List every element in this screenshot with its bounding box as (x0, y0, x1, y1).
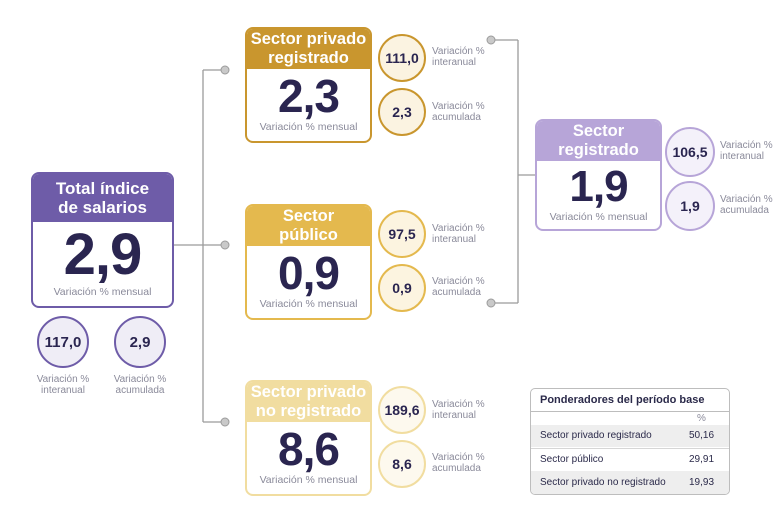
weights-unit: % (697, 413, 706, 424)
connector-dot (220, 65, 230, 75)
total-index-title-line2: de salarios (58, 198, 147, 217)
registered-sector-header: Sector registrado (537, 121, 660, 161)
private-unregistered-interanual-label: Variación % interanual (432, 399, 485, 421)
registered-sector-box: Sector registrado 1,9 Variación % mensua… (535, 119, 662, 231)
registered-sector-acumulada-label: Variación % acumulada (720, 194, 773, 216)
weights-panel: Ponderadores del período base % Sector p… (530, 388, 730, 495)
connector-dot (486, 35, 496, 45)
connector-dot (486, 298, 496, 308)
private-unregistered-value: 8,6 (278, 423, 340, 475)
private-registered-interanual-circle: 111,0 (378, 34, 426, 82)
total-acumulada-circle: 2,9 (114, 316, 166, 368)
private-unregistered-caption: Variación % mensual (259, 474, 358, 486)
registered-sector-interanual-label: Variación % interanual (720, 140, 773, 162)
weights-row: Sector privado registrado 50,16 (531, 425, 729, 447)
public-sector-acumulada-circle: 0,9 (378, 264, 426, 312)
weights-row-name: Sector público (540, 454, 604, 465)
total-index-header: Total índice de salarios (33, 174, 172, 222)
weights-title: Ponderadores del período base (531, 389, 729, 412)
registered-sector-acumulada-circle: 1,9 (665, 181, 715, 231)
weights-row-name: Sector privado no registrado (540, 477, 666, 488)
weights-row-value: 19,93 (689, 477, 715, 488)
total-index-title-line1: Total índice (55, 179, 150, 198)
connector-dot (220, 417, 230, 427)
public-sector-box: Sector público 0,9 Variación % mensual (245, 204, 372, 320)
private-registered-interanual-label: Variación % interanual (432, 46, 485, 68)
private-registered-box: Sector privado registrado 2,3 Variación … (245, 27, 372, 143)
public-sector-interanual-circle: 97,5 (378, 210, 426, 258)
total-interanual-label: Variación % interanual (36, 374, 90, 396)
private-unregistered-interanual-circle: 189,6 (378, 386, 426, 434)
registered-sector-interanual-circle: 106,5 (665, 127, 715, 177)
public-sector-acumulada-label: Variación % acumulada (432, 276, 485, 298)
weights-row-name: Sector privado registrado (540, 430, 652, 441)
total-index-value: 2,9 (63, 222, 143, 287)
connector-dot (220, 240, 230, 250)
private-unregistered-acumulada-label: Variación % acumulada (432, 452, 485, 474)
registered-sector-value: 1,9 (569, 162, 628, 211)
total-index-caption: Variación % mensual (53, 286, 152, 298)
public-sector-value: 0,9 (278, 247, 340, 299)
total-acumulada-label: Variación % acumulada (113, 374, 167, 396)
total-interanual-circle: 117,0 (37, 316, 89, 368)
public-sector-interanual-label: Variación % interanual (432, 223, 485, 245)
total-index-box: Total índice de salarios 2,9 Variación %… (31, 172, 174, 308)
private-unregistered-header: Sector privado no registrado (247, 382, 370, 422)
private-unregistered-box: Sector privado no registrado 8,6 Variaci… (245, 380, 372, 496)
public-sector-header: Sector público (247, 206, 370, 246)
registered-sector-caption: Variación % mensual (549, 211, 648, 223)
weights-row: Sector público 29,91 (531, 448, 729, 472)
private-registered-caption: Variación % mensual (259, 121, 358, 133)
public-sector-caption: Variación % mensual (259, 298, 358, 310)
weights-row-value: 50,16 (689, 430, 715, 441)
private-registered-acumulada-label: Variación % acumulada (432, 101, 485, 123)
private-unregistered-acumulada-circle: 8,6 (378, 440, 426, 488)
private-registered-acumulada-circle: 2,3 (378, 88, 426, 136)
weights-row-value: 29,91 (689, 454, 715, 465)
private-registered-header: Sector privado registrado (247, 29, 370, 69)
weights-row: Sector privado no registrado 19,93 (531, 471, 729, 494)
private-registered-value: 2,3 (278, 70, 340, 122)
